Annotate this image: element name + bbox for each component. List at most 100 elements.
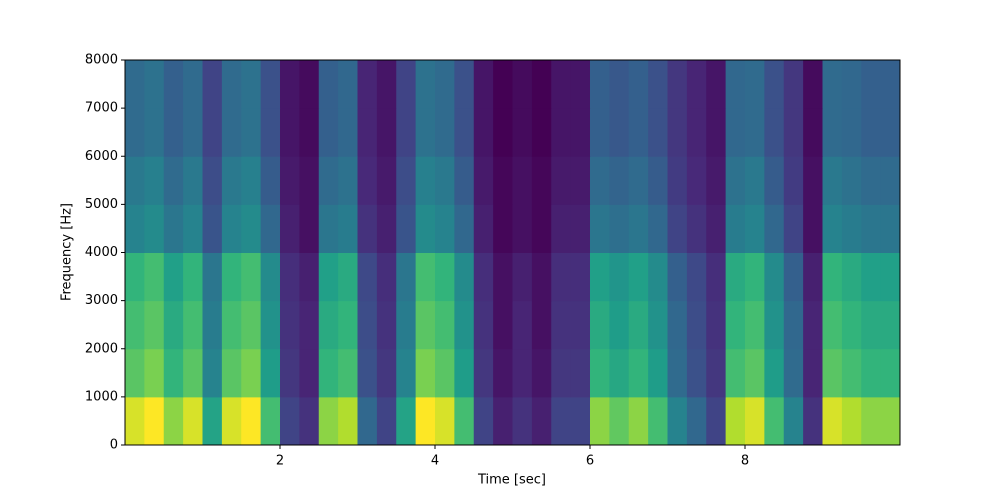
spectrogram-cell [318,204,339,253]
spectrogram-cell [318,252,339,302]
spectrogram-cell [570,300,591,350]
spectrogram-cell [783,108,804,157]
spectrogram-cell [706,204,727,253]
spectrogram-cell [163,396,184,446]
spectrogram-cell [725,300,746,350]
spectrogram-cell [493,252,513,302]
spectrogram-cell [686,60,707,109]
spectrogram-cell [241,348,262,398]
spectrogram-cell [706,300,727,350]
spectrogram-cell [183,156,203,205]
spectrogram-cell [628,108,649,157]
spectrogram-cell [725,252,746,302]
spectrogram-cell [241,204,262,253]
spectrogram-cell [648,252,668,302]
spectrogram-cell [667,300,688,350]
spectrogram-cell [590,204,610,253]
spectrogram-cell [551,156,572,205]
spectrogram-cell [318,60,339,109]
spectrogram-cell [512,348,533,398]
spectrogram-cell [415,204,436,253]
spectrogram-cell [183,300,203,350]
spectrogram-cell [745,252,765,302]
spectrogram-cell [861,60,882,109]
spectrogram-cell [144,60,165,109]
spectrogram-cell [570,252,591,302]
spectrogram-cell [280,156,300,205]
spectrogram-cell [299,300,320,350]
spectrogram-cell [667,252,688,302]
spectrogram-cell [822,156,843,205]
spectrogram-cell [338,300,358,350]
spectrogram-cell [628,396,649,446]
spectrogram-cell [880,348,901,398]
y-tick-label: 3000 [85,293,118,308]
spectrogram-cell [202,204,223,253]
spectrogram-cell [376,348,397,398]
spectrogram-cell [628,60,649,109]
spectrogram-cell [415,108,436,157]
spectrogram-cell [861,108,882,157]
spectrogram-cell [880,108,901,157]
spectrogram-cell [512,300,533,350]
spectrogram-cell [299,348,320,398]
spectrogram-cell [415,60,436,109]
spectrogram-cell [803,252,823,302]
spectrogram-cell [783,348,804,398]
spectrogram-cell [841,60,862,109]
spectrogram-cell [803,396,823,446]
spectrogram-cell [221,60,242,109]
spectrogram-cell [706,156,727,205]
spectrogram-cell [338,204,358,253]
spectrogram-cell [628,156,649,205]
spectrogram-cell [725,204,746,253]
spectrogram-cell [590,300,610,350]
spectrogram-cell [202,156,223,205]
spectrogram-cell [125,204,145,253]
spectrogram-cell [357,108,378,157]
spectrogram-cell [667,348,688,398]
spectrogram-cell [260,204,281,253]
x-tick-label: 8 [741,454,749,469]
spectrogram-cell [570,156,591,205]
spectrogram-cell [318,396,339,446]
spectrogram-cell [880,156,901,205]
spectrogram-cell [357,252,378,302]
spectrogram-cell [202,252,223,302]
spectrogram-cell [357,300,378,350]
spectrogram-cell [473,156,494,205]
spectrogram-cell [454,60,475,109]
spectrogram-cell [648,60,668,109]
spectrogram-cell [648,204,668,253]
spectrogram-cell [686,300,707,350]
spectrogram-cell [531,348,552,398]
spectrogram-cell [512,396,533,446]
spectrogram-cell [783,60,804,109]
spectrogram-cell [861,348,882,398]
spectrogram-cell [376,252,397,302]
spectrogram-cell [745,204,765,253]
spectrogram-cell [628,348,649,398]
spectrogram-cell [202,300,223,350]
spectrogram-cell [144,252,165,302]
spectrogram-cell [299,204,320,253]
spectrogram-cell [590,156,610,205]
spectrogram-cell [570,60,591,109]
spectrogram-cell [551,396,572,446]
spectrogram-cell [745,60,765,109]
spectrogram-cell [473,396,494,446]
spectrogram-cell [822,300,843,350]
spectrogram-cell [725,108,746,157]
spectrogram-cell [764,60,785,109]
spectrogram-cell [241,396,262,446]
spectrogram-cell [667,108,688,157]
spectrogram-cell [221,396,242,446]
y-tick-label: 7000 [85,101,118,116]
spectrogram-cell [376,108,397,157]
x-tick-label: 4 [431,454,439,469]
spectrogram-cell [531,108,552,157]
spectrogram-cell [551,300,572,350]
spectrogram-cell [590,252,610,302]
spectrogram-cell [396,108,417,157]
spectrogram-cell [435,300,455,350]
